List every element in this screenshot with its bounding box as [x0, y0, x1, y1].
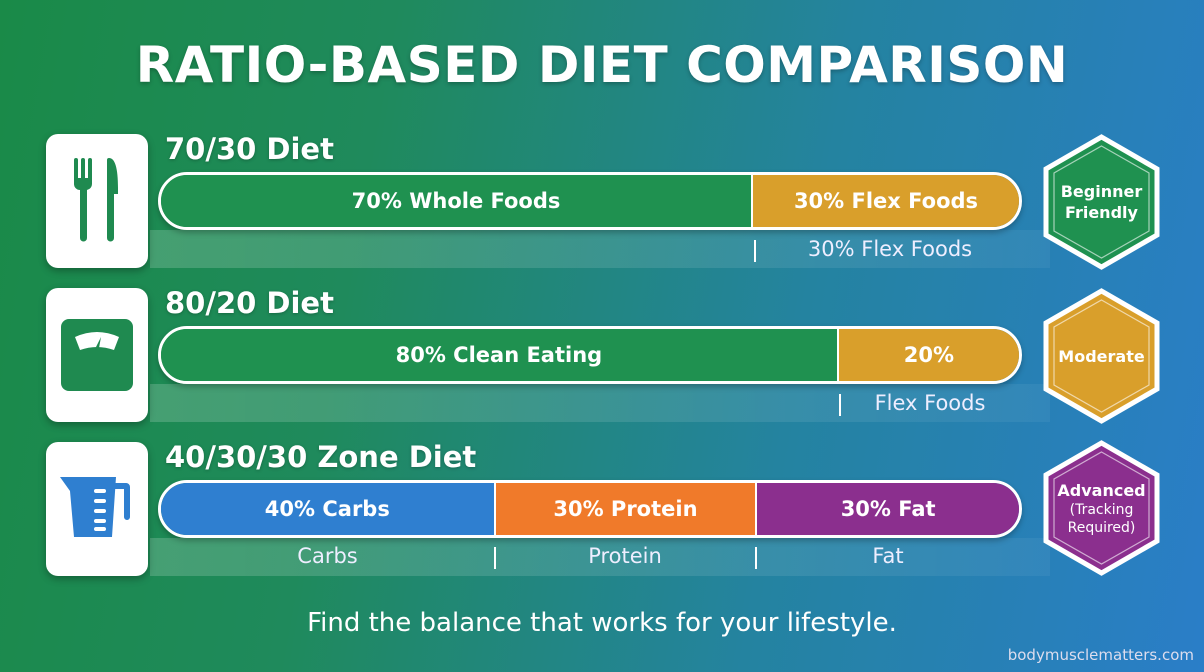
- icon-card: [46, 288, 148, 422]
- divider-tick: [494, 547, 496, 569]
- divider-tick: [755, 547, 757, 569]
- segment-carbs: 40% Carbs: [161, 483, 496, 535]
- segment-clean-eating: 80% Clean Eating: [161, 329, 839, 381]
- segment-sublabel: 30% Flex Foods: [807, 237, 973, 261]
- segment-protein: 30% Protein: [495, 483, 758, 535]
- segment-fat: 30% Fat: [757, 483, 1019, 535]
- segment-sublabel: Flex Foods: [874, 391, 986, 415]
- badge-text: Advanced: [1057, 480, 1146, 500]
- ratio-bar: 40% Carbs 30% Protein 30% Fat: [158, 480, 1022, 538]
- badge-beginner-friendly: Beginner Friendly: [1043, 134, 1160, 270]
- segment-sublabel: Carbs: [297, 544, 358, 568]
- diet-name: 70/30 Diet: [165, 132, 334, 166]
- badge-text: Required): [1067, 519, 1136, 536]
- page-title: RATIO-BASED DIET COMPARISON: [135, 36, 1069, 94]
- badge-text: Beginner: [1060, 182, 1143, 201]
- row-band: [150, 538, 1050, 576]
- fork-knife-icon: [74, 158, 118, 242]
- segment-sublabel: Fat: [872, 544, 904, 568]
- segment-flex: 20%: [838, 329, 1019, 381]
- source-credit: bodymusclematters.com: [1007, 646, 1194, 664]
- segment-sublabel: Protein: [588, 544, 662, 568]
- badge-text: (Tracking: [1069, 501, 1134, 518]
- icon-card: [46, 442, 148, 576]
- icon-card: [46, 134, 148, 268]
- row-band: [150, 384, 1050, 422]
- divider-tick: [839, 394, 841, 416]
- diet-name: 40/30/30 Zone Diet: [165, 440, 477, 474]
- scale-icon: [61, 319, 133, 391]
- badge-advanced: Advanced (Tracking Required): [1043, 440, 1160, 576]
- measuring-cup-icon: [60, 477, 130, 537]
- footer-tagline: Find the balance that works for your lif…: [307, 608, 897, 638]
- diet-name: 80/20 Diet: [165, 286, 334, 320]
- badge-text: Friendly: [1065, 203, 1138, 222]
- ratio-bar: 70% Whole Foods 30% Flex Foods: [158, 172, 1022, 230]
- badge-text: Moderate: [1058, 346, 1145, 366]
- ratio-bar: 80% Clean Eating 20%: [158, 326, 1022, 384]
- segment-flex-foods: 30% Flex Foods: [753, 175, 1019, 227]
- badge-moderate: Moderate: [1043, 288, 1160, 424]
- segment-whole-foods: 70% Whole Foods: [161, 175, 754, 227]
- row-band: [150, 230, 1050, 268]
- divider-tick: [754, 240, 756, 262]
